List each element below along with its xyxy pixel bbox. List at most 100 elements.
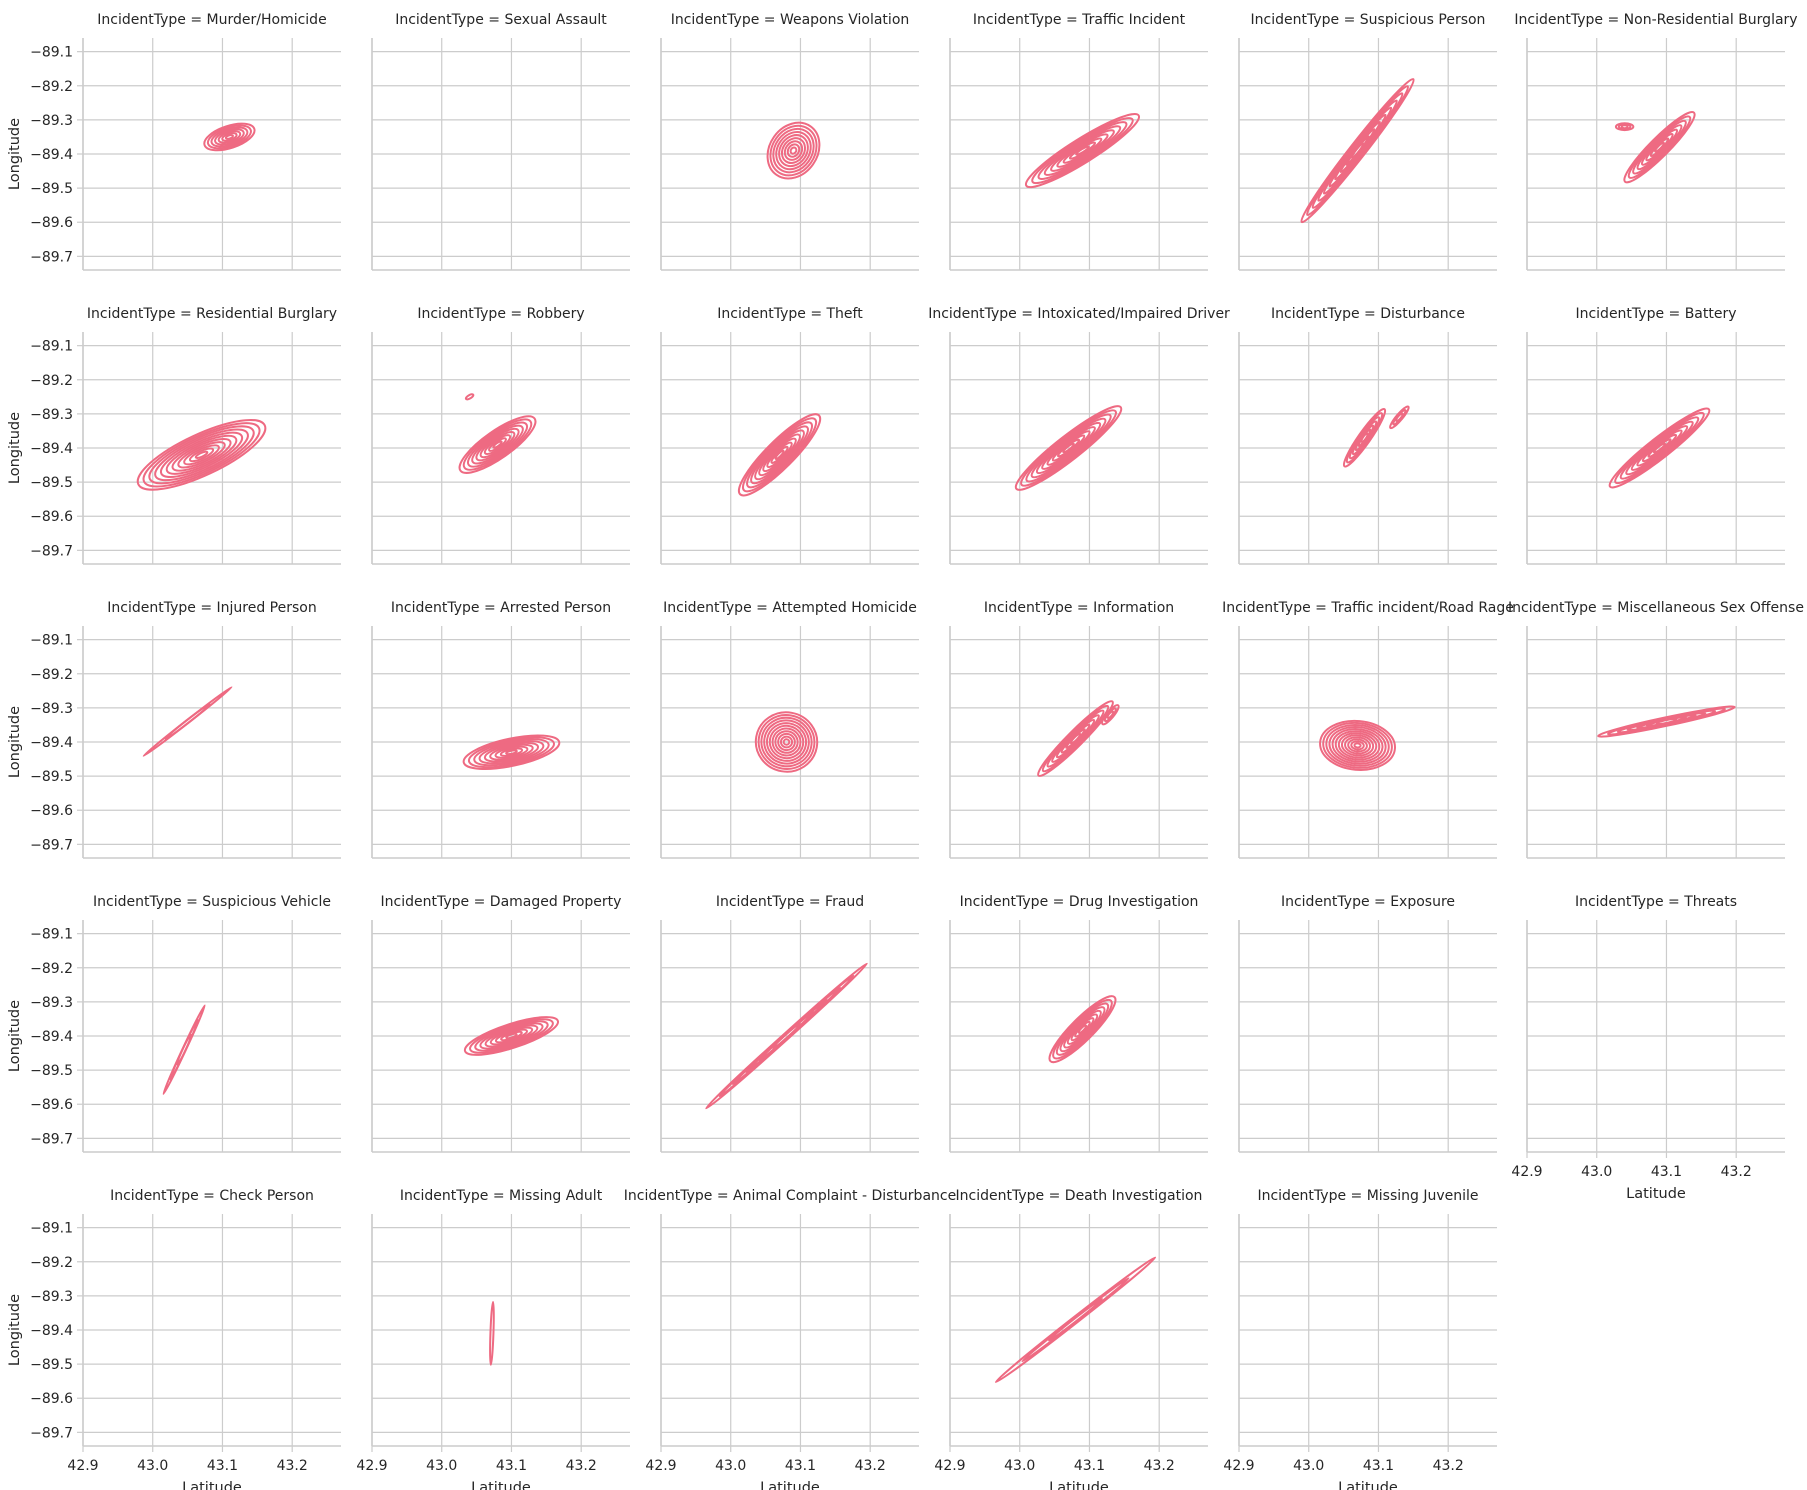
kde-contour (772, 1022, 801, 1050)
kde-contour-group (754, 711, 819, 773)
facet-title: IncidentType = Animal Complaint - Distur… (624, 1188, 956, 1204)
facet-title: IncidentType = Theft (717, 306, 863, 322)
y-tick-label: −89.6 (30, 1391, 73, 1407)
y-tick-label: −89.6 (30, 803, 73, 819)
y-tick-label: −89.2 (30, 961, 73, 977)
kde-contour-group (1623, 111, 1696, 184)
kde-contour (188, 447, 215, 463)
kde-contour (1655, 717, 1678, 726)
y-tick-label: −89.7 (30, 837, 73, 853)
kde-contour (492, 440, 503, 449)
kde-contour (1632, 119, 1687, 175)
y-tick-label: −89.5 (30, 769, 73, 785)
kde-contour-group (1319, 719, 1396, 771)
kde-contour (500, 1030, 523, 1042)
y-tick-label: −89.2 (30, 373, 73, 389)
facet-title: IncidentType = Intoxicated/Impaired Driv… (928, 306, 1230, 322)
x-axis-label: Latitude (1626, 1186, 1686, 1202)
facet-title: IncidentType = Drug Investigation (960, 894, 1199, 910)
kde-contour (1106, 710, 1115, 719)
x-tick-label: 43.1 (785, 1458, 816, 1474)
kde-contour (505, 749, 518, 756)
kde-contour (1328, 726, 1387, 765)
y-tick-label: −89.4 (30, 147, 73, 163)
facet-panel: IncidentType = Information (949, 600, 1208, 859)
facet-panel: IncidentType = Murder/Homicide −89.1 −89.2… (7, 12, 341, 271)
kde-contour (471, 424, 524, 465)
kde-contour (162, 1004, 206, 1095)
kde-contour (1056, 133, 1109, 168)
facet-panel: IncidentType = Animal Complaint - Distur… (624, 1188, 956, 1490)
kde-contour (758, 433, 801, 477)
kde-contour (789, 146, 798, 155)
kde-contour (777, 732, 796, 752)
facet-panel: IncidentType = Traffic Incident (949, 12, 1208, 271)
kde-contour (1608, 407, 1711, 489)
kde-contour (1037, 121, 1128, 181)
kde-contour (771, 727, 802, 757)
y-tick-label: −89.1 (30, 927, 73, 943)
kde-contour-group (737, 413, 822, 497)
x-tick-label: 42.9 (67, 1458, 98, 1474)
kde-contour (142, 422, 261, 488)
kde-contour (1319, 719, 1396, 771)
kde-contour (142, 686, 233, 757)
kde-contour (770, 445, 789, 464)
kde-contour (136, 419, 267, 491)
kde-contour (473, 738, 550, 767)
kde-contour-group (1597, 705, 1736, 738)
kde-contour (1020, 409, 1117, 487)
facet-panel: IncidentType = Robbery (371, 306, 630, 565)
facet-panel: IncidentType = Suspicious Person (1238, 12, 1497, 271)
y-axis-label: Longitude (7, 1000, 23, 1072)
x-tick-label: 43.0 (1581, 1164, 1612, 1180)
kde-contour (1041, 704, 1110, 773)
kde-contour (1062, 137, 1103, 164)
y-axis-label: Longitude (7, 1294, 23, 1366)
kde-contour-group (142, 686, 233, 757)
kde-contour (741, 417, 818, 493)
kde-contour (1035, 421, 1102, 475)
kde-contour (484, 1024, 539, 1048)
kde-contour (458, 415, 537, 474)
kde-contour-group (1389, 405, 1410, 430)
facet-title: IncidentType = Arrested Person (391, 600, 611, 616)
y-tick-label: −89.7 (30, 249, 73, 265)
x-tick-label: 43.2 (566, 1458, 597, 1474)
facet-panel: IncidentType = Check Person −89.1 −89.2 −89… (7, 1188, 341, 1490)
x-tick-label: 43.2 (1433, 1458, 1464, 1474)
kde-contour (1030, 417, 1107, 479)
y-tick-label: −89.5 (30, 1063, 73, 1079)
kde-contour (1344, 736, 1372, 755)
facet-title: IncidentType = Attempted Homicide (663, 600, 917, 616)
kde-contour (1619, 416, 1700, 480)
facet-title: IncidentType = Missing Juvenile (1257, 1188, 1478, 1204)
kde-contour-group (136, 419, 267, 491)
kde-contour (746, 421, 814, 489)
kde-contour (210, 126, 249, 148)
kde-contour (483, 434, 512, 456)
kde-contour-group (458, 415, 537, 474)
y-tick-label: −89.2 (30, 79, 73, 95)
kde-contour-group (1014, 405, 1123, 491)
kde-contour (994, 1256, 1157, 1384)
kde-contour (1050, 129, 1115, 172)
kde-contour-group (1101, 704, 1120, 726)
facet-panel: IncidentType = Theft (660, 306, 919, 565)
kde-contour (782, 738, 791, 746)
facet-title: IncidentType = Sexual Assault (395, 12, 607, 28)
facet-panel: IncidentType = Intoxicated/Impaired Driv… (928, 306, 1230, 565)
kde-contour (1051, 434, 1086, 462)
y-tick-label: −89.6 (30, 215, 73, 231)
y-tick-label: −89.4 (30, 1323, 73, 1339)
y-axis-label: Longitude (7, 412, 23, 484)
y-axis-label: Longitude (7, 706, 23, 778)
kde-contour (1066, 1013, 1099, 1045)
kde-contour (1043, 125, 1122, 176)
kde-contour (1101, 704, 1120, 726)
facet-title: IncidentType = Threats (1575, 894, 1737, 910)
x-axis-label: Latitude (760, 1480, 820, 1490)
kde-contour-group (162, 1004, 206, 1095)
kde-contour (1037, 700, 1114, 777)
kde-contour (177, 441, 226, 469)
